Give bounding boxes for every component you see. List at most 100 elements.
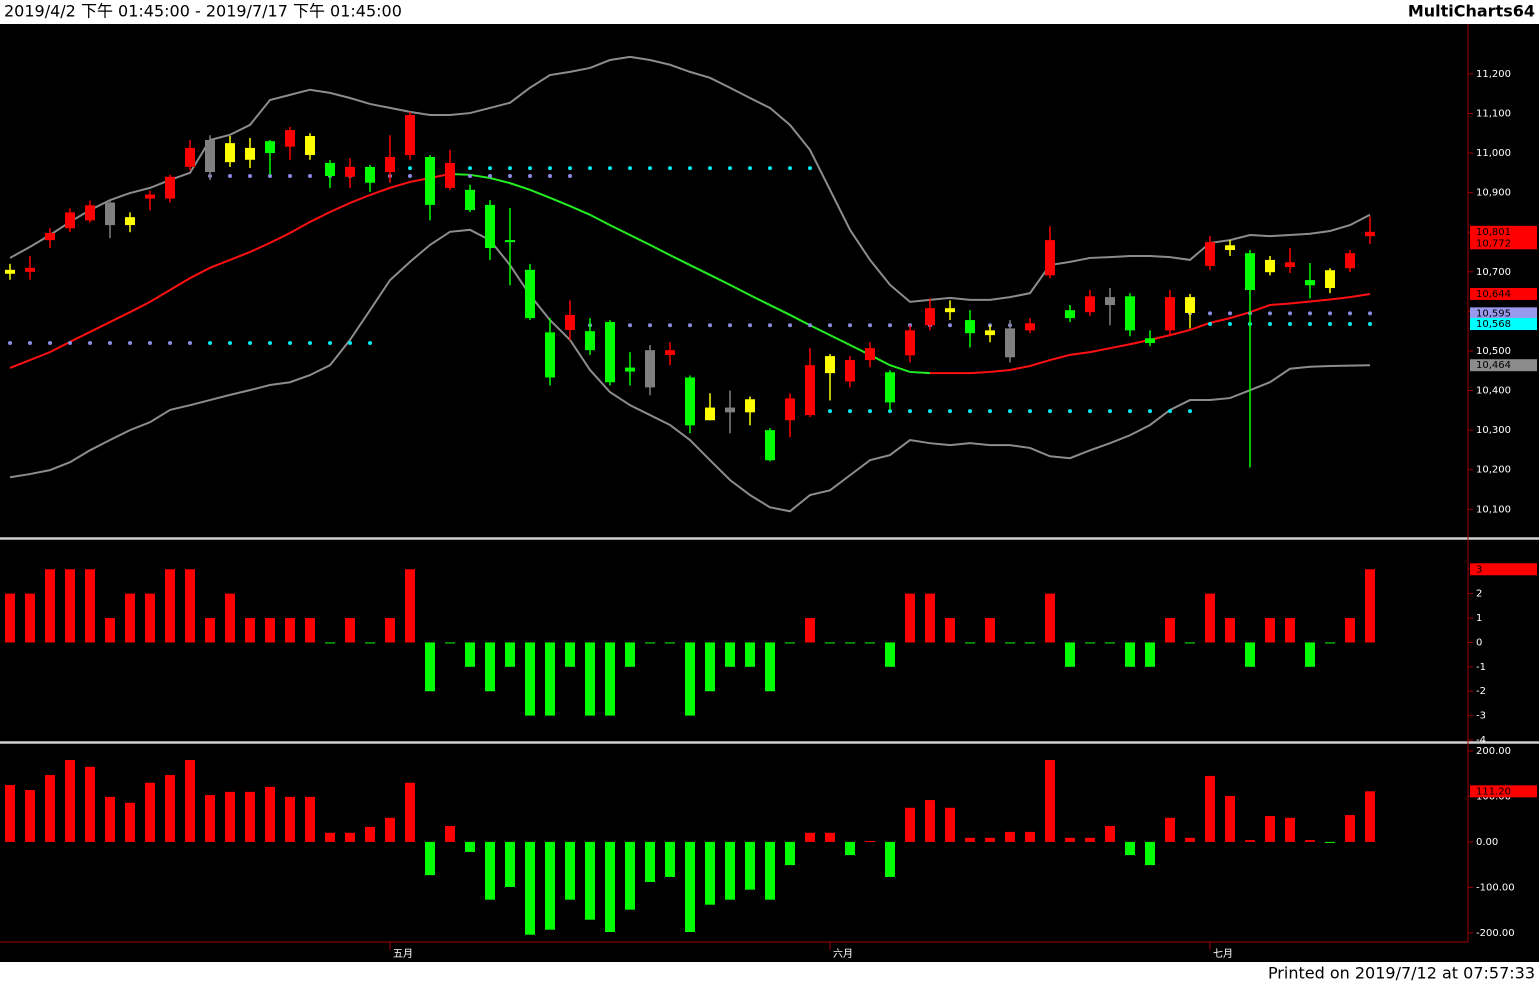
bar: [465, 841, 475, 852]
bar: [1365, 791, 1375, 842]
level-dot: [1008, 409, 1012, 414]
level-dot: [828, 409, 832, 414]
bar: [145, 782, 155, 842]
candle-body: [525, 269, 535, 319]
bar: [965, 642, 975, 644]
bar: [485, 642, 495, 692]
bar: [1085, 837, 1095, 842]
bar: [545, 642, 555, 716]
level-dot: [1328, 311, 1332, 316]
level-dot: [1288, 322, 1292, 327]
bar: [1025, 642, 1035, 644]
bar: [1065, 837, 1075, 842]
bar: [1125, 841, 1135, 856]
candle-body: [845, 360, 855, 382]
candle-body: [1105, 297, 1115, 306]
bar: [845, 841, 855, 856]
bar: [65, 760, 75, 842]
candle-body: [1005, 328, 1015, 358]
level-dot: [1228, 311, 1232, 316]
bar: [745, 841, 755, 890]
bar: [765, 841, 775, 900]
level-dot: [1308, 311, 1312, 316]
candle-body: [205, 139, 215, 173]
price-marker: [1470, 237, 1537, 250]
level-dot: [808, 166, 812, 171]
bar: [1345, 815, 1355, 842]
level-dot: [908, 409, 912, 414]
bar: [785, 642, 795, 644]
level-dot: [928, 409, 932, 414]
candle-body: [705, 407, 715, 421]
bar: [405, 782, 415, 842]
bar: [585, 841, 595, 920]
level-dot: [268, 174, 272, 178]
bar: [345, 832, 355, 842]
bar: [485, 841, 495, 900]
candle-body: [925, 308, 935, 326]
bar: [1165, 817, 1175, 842]
bar: [1105, 642, 1115, 644]
bar: [965, 837, 975, 842]
level-dot: [788, 166, 792, 171]
level-dot: [1328, 322, 1332, 327]
bar: [25, 593, 35, 643]
level-dot: [628, 166, 632, 171]
bar: [225, 593, 235, 643]
level-dot: [868, 409, 872, 414]
level-dot: [728, 166, 732, 171]
level-dot: [348, 341, 352, 346]
price-marker: [1470, 359, 1537, 372]
y-tick-label: 0.00: [1476, 837, 1498, 848]
candle-body: [1125, 296, 1135, 331]
bar: [525, 841, 535, 935]
bar: [865, 642, 875, 644]
candle-body: [685, 377, 695, 426]
chart-background: [0, 24, 1539, 962]
y-tick-label: 200.00: [1476, 746, 1511, 757]
level-dot: [168, 341, 172, 346]
level-dot: [868, 323, 872, 328]
level-dot: [688, 323, 692, 328]
candle-body: [325, 162, 335, 176]
y-tick-label: 10,500: [1476, 346, 1511, 357]
level-dot: [608, 166, 612, 171]
bar: [305, 618, 315, 643]
x-tick-label: 七月: [1213, 948, 1233, 960]
bar: [505, 642, 515, 667]
y-tick-label: 11,000: [1476, 148, 1511, 159]
app-name: MultiCharts64: [1408, 2, 1535, 21]
level-dot: [1348, 311, 1352, 316]
candle-body: [1085, 296, 1095, 313]
level-dot: [228, 174, 232, 178]
level-dot: [408, 166, 412, 171]
level-dot: [208, 341, 212, 346]
bar: [1225, 618, 1235, 643]
candle-body: [725, 407, 735, 413]
bar: [925, 800, 935, 842]
level-dot: [648, 166, 652, 171]
level-dot: [528, 166, 532, 171]
bar: [585, 642, 595, 716]
level-dot: [708, 166, 712, 171]
price-marker: [1470, 225, 1537, 238]
candle-body: [1025, 323, 1035, 331]
bar: [825, 832, 835, 842]
bar: [1005, 831, 1015, 842]
bar: [1185, 642, 1195, 644]
bar: [665, 841, 675, 877]
level-dot: [528, 174, 532, 178]
bar: [205, 795, 215, 842]
price-marker: [1470, 307, 1537, 320]
candle-body: [1325, 270, 1335, 289]
level-dot: [1268, 311, 1272, 316]
bar: [125, 802, 135, 842]
bar: [985, 837, 995, 842]
level-dot: [408, 174, 412, 178]
level-dot: [1288, 311, 1292, 316]
price-marker-label: 10,644: [1476, 289, 1511, 300]
bar: [925, 593, 935, 643]
bar: [865, 840, 875, 842]
candle-body: [125, 217, 135, 226]
